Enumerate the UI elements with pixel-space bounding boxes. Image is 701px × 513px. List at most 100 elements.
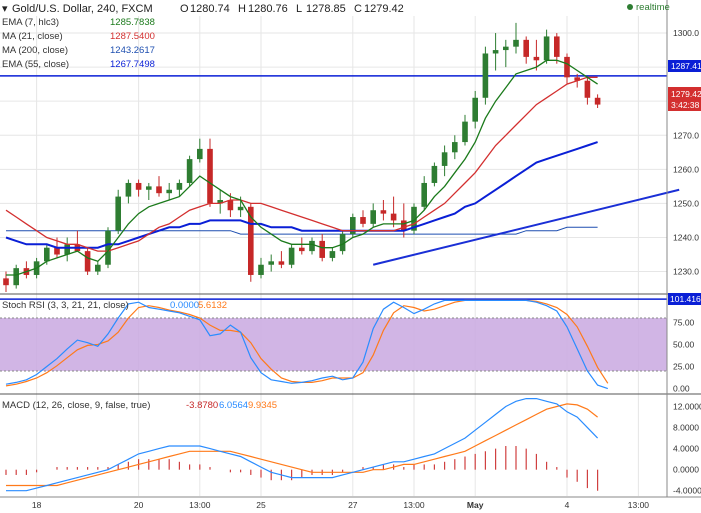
candle [462,121,468,143]
ohlc-low: 1278.85 [306,3,346,15]
indicator-value: 1285.7838 [110,17,155,28]
candle [482,53,489,98]
price-legend: ▾ Gold/U.S. Dollar, 240, FXCM O 1280.74 … [2,2,670,15]
indicator-value: 1287.5400 [110,31,155,42]
macd-line [6,398,599,492]
candle [186,159,193,183]
candle [503,46,509,51]
ohlc-h-label: H [238,3,246,15]
y-tick-label: 1260.0 [673,164,699,174]
indicator-legend[interactable]: EMA (7, hlc3) 1285.7838 MA (21, close) 1287… [2,17,155,70]
macd-y-tick: 0.0000 [673,465,699,475]
macd-legend: MACD (12, 26, close, 9, false, true) -3.… [2,400,277,411]
candle [227,200,234,211]
countdown-text: 3:42:38 [671,100,700,110]
x-tick-label: 13:00 [403,500,425,510]
candle [288,247,295,265]
candle [44,247,50,262]
macd-y-tick: 4.0000 [673,444,699,454]
indicator-value: 1267.7498 [110,59,155,70]
candle [584,80,591,98]
collapse-icon[interactable]: ▾ [2,3,8,15]
ohlc-c-label: C [354,3,362,15]
trendline [372,188,680,266]
candle [54,247,60,255]
candle [156,186,162,194]
candle [594,97,601,105]
realtime-dot-icon [627,4,633,10]
macd-pane[interactable] [5,398,599,492]
candle [452,142,458,153]
candle [543,36,550,61]
y-tick-label: 1240.0 [673,232,699,242]
candle [492,50,499,54]
macd-y-tick: 8.0000 [673,423,699,433]
macd-legend-v1: -3.8780 [186,400,218,411]
ohlc-high: 1280.76 [248,3,288,15]
ohlc-open: 1280.74 [190,3,230,15]
candle [339,234,346,252]
candle [64,244,70,255]
candle [278,261,285,265]
indicator-name: EMA (55, close) [2,59,69,70]
y-tick-label: 1270.0 [673,130,699,140]
x-tick-label: 25 [256,500,266,510]
y-tick-label: 1230.0 [673,267,699,277]
x-tick-label: 27 [348,500,358,510]
indicator-value: 1243.2617 [110,45,155,56]
ohlc-o-label: O [180,3,189,15]
candle [329,251,336,258]
price-badge-text: 1279.42 [671,89,701,99]
rsi-legend-v1: 0.0000 [170,300,199,311]
x-tick-label: 13:00 [189,500,211,510]
candle [299,247,305,252]
macd-signal-line [6,403,598,487]
rsi-hline-badge-text: 101.4166 [670,294,701,304]
hline-badge: 1287.41 [668,60,701,72]
price-pane[interactable] [0,22,680,292]
candle [360,217,366,224]
macd-y-tick: 12.0000 [673,402,701,412]
candle [3,278,9,286]
candle [95,264,101,272]
y-tick-label: 1300.0 [673,28,699,38]
indicator-name: EMA (7, hlc3) [2,17,59,28]
price-badge: 1279.42 3:42:38 [668,87,701,111]
indicator-name: MA (21, close) [2,31,63,42]
candle [380,210,387,214]
rsi-y-tick: 75.00 [673,317,695,327]
candle [125,182,132,197]
candle [237,206,244,211]
candle [411,206,417,231]
candle [197,148,203,160]
ohlc-l-label: L [296,3,302,15]
candle [554,36,560,57]
candle [309,240,315,252]
grid [0,16,667,496]
x-tick-label: 18 [32,500,42,510]
candle [472,97,478,122]
candle [390,213,397,221]
candle [135,182,142,190]
stoch-rsi-pane[interactable] [0,298,667,390]
candle [370,210,376,224]
candle [513,39,519,47]
rsi-legend: Stoch RSI (3, 3, 21, 21, close) 0.0000 5… [2,300,227,311]
candle [13,268,19,286]
macd-legend-v2: 6.0564 [219,400,248,411]
candle [166,189,172,194]
y-tick-label: 1250.0 [673,198,699,208]
candle [533,56,540,61]
realtime-label: realtime [636,2,670,13]
rsi-legend-name: Stoch RSI (3, 3, 21, 21, close) [2,300,129,311]
candle [350,217,356,235]
indicator-name: MA (200, close) [2,45,68,56]
rsi-y-tick: 50.00 [673,340,695,350]
rsi-y-tick: 0.00 [673,384,690,394]
candle [115,196,121,231]
macd-y-tick: -4.0000 [673,486,701,496]
chart-title: Gold/U.S. Dollar, 240, FXCM [12,3,153,15]
overbought-oversold-band [0,318,667,371]
candle [401,220,407,231]
